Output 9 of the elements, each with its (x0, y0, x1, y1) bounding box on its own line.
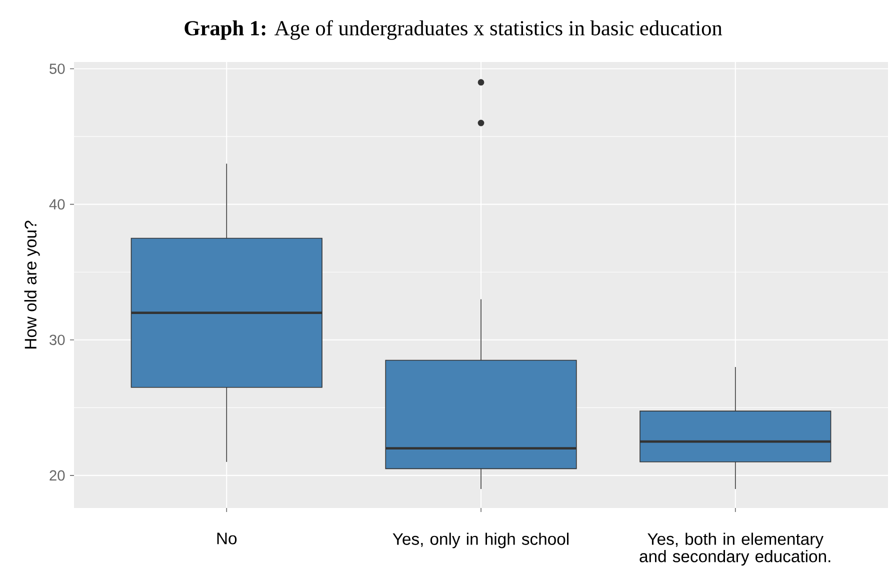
y-tick-label: 20 (50, 470, 65, 481)
chart-title: Graph 1: Age of undergraduates x statistics in basic education (184, 20, 722, 40)
x-tick-label: Yes, both in elementary and secondary education. (640, 532, 830, 566)
x-tick-label: No (217, 532, 237, 544)
y-tick-label: 30 (50, 334, 65, 346)
x-tick-label: Yes, only in high school (392, 532, 568, 548)
y-axis-title: How old are you? (24, 220, 40, 348)
y-tick-label: 40 (49, 199, 65, 210)
y-tick-label: 50 (50, 64, 65, 74)
